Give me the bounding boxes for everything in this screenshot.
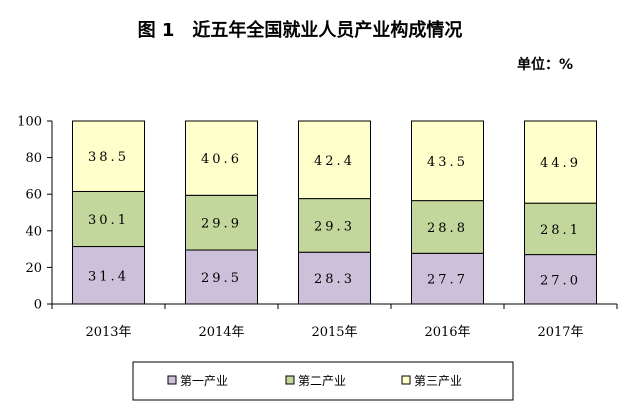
- x-category-label: 2013年: [85, 325, 131, 340]
- data-label: 27.7: [427, 273, 468, 288]
- bar-segment: [185, 194, 258, 251]
- bar-segment: [72, 246, 145, 305]
- bar-segment: [72, 190, 145, 248]
- bar-segment: [524, 120, 597, 204]
- legend-box: [132, 361, 514, 401]
- legend-swatch: [285, 375, 295, 385]
- legend: 第一产业 第二产业 第三产业: [132, 361, 514, 401]
- bar-segment: [298, 120, 371, 200]
- bar-stack: 31.4 30.1 38.5: [72, 120, 145, 305]
- bar-segment: [524, 254, 597, 305]
- y-tick-label: 20: [25, 261, 42, 276]
- bar-segment: [298, 251, 371, 305]
- chart-title: 图 1 近五年全国就业人员产业构成情况: [138, 19, 463, 41]
- data-label: 42.4: [314, 154, 355, 169]
- bar-stack: 27.7 28.8 43.5: [411, 120, 484, 305]
- data-label: 27.0: [540, 273, 581, 288]
- bar-stack: 27.0 28.1 44.9: [524, 120, 597, 305]
- data-label: 28.1: [540, 223, 581, 238]
- legend-label: 第一产业: [180, 374, 228, 388]
- bar-segment: [298, 198, 371, 253]
- data-label: 28.3: [314, 272, 355, 287]
- x-category-label: 2014年: [198, 325, 244, 340]
- legend-item: 第一产业: [167, 374, 228, 388]
- legend-label: 第二产业: [298, 374, 346, 388]
- bar-segment: [72, 120, 145, 192]
- y-tick-label: 40: [25, 224, 42, 239]
- bar-segment: [411, 200, 484, 254]
- data-label: 29.9: [201, 217, 242, 232]
- data-label: 38.5: [88, 150, 129, 165]
- y-tick-label: 0: [34, 298, 42, 313]
- data-label: 44.9: [540, 156, 581, 171]
- x-category-label: 2015年: [311, 325, 357, 340]
- bar-segment: [185, 249, 258, 305]
- y-tick-label: 60: [25, 188, 42, 203]
- unit-label: 单位：%: [517, 56, 573, 73]
- data-label: 29.5: [201, 271, 242, 286]
- legend-item: 第二产业: [285, 374, 346, 388]
- legend-label: 第三产业: [414, 374, 462, 388]
- data-label: 31.4: [88, 269, 129, 284]
- y-tick-label: 80: [25, 151, 42, 166]
- data-label: 40.6: [201, 152, 242, 167]
- y-tick-label: 100: [17, 115, 42, 130]
- data-label: 30.1: [88, 213, 129, 228]
- x-category-label: 2017年: [537, 325, 583, 340]
- bars: 31.4 30.1 38.5 29.5 29.9 40.6 28.3 29.3 42.4 27.7…: [72, 120, 597, 305]
- bar-segment: [524, 202, 597, 256]
- bar-segment: [411, 252, 484, 305]
- data-label: 28.8: [427, 221, 468, 236]
- legend-swatch: [401, 375, 411, 385]
- legend-swatch: [167, 375, 177, 385]
- bar-segment: [185, 120, 258, 196]
- bar-stack: 28.3 29.3 42.4: [298, 120, 371, 305]
- bar-stack: 29.5 29.9 40.6: [185, 120, 258, 305]
- bar-segment: [411, 120, 484, 202]
- legend-item: 第三产业: [401, 374, 462, 388]
- data-label: 43.5: [427, 155, 468, 170]
- x-category-label: 2016年: [424, 325, 470, 340]
- data-label: 29.3: [314, 219, 355, 234]
- axes: 0 20 40 60 80 100 2013年 2014年 2015年 2016年 2017年: [17, 115, 618, 340]
